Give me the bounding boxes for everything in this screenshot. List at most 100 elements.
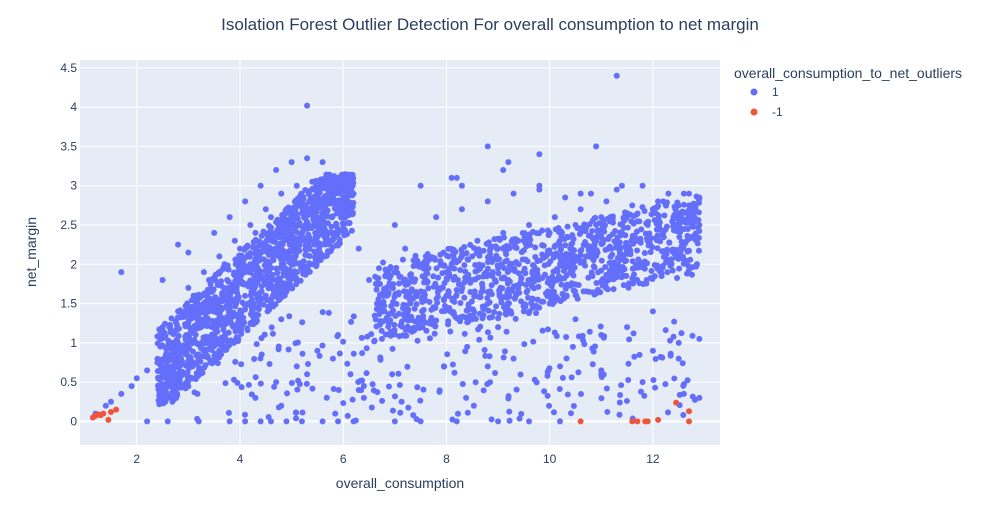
- point-inlier: [511, 244, 518, 251]
- point-inlier: [316, 352, 323, 359]
- point-inlier: [585, 232, 592, 239]
- point-inlier: [479, 315, 486, 322]
- point-inlier: [665, 190, 672, 197]
- point-inlier: [191, 323, 198, 330]
- legend-item-1[interactable]: 1: [750, 85, 780, 99]
- point-inlier: [675, 248, 682, 255]
- point-inlier: [539, 227, 546, 234]
- point-inlier: [461, 294, 468, 301]
- point-inlier: [182, 344, 189, 351]
- point-inlier: [379, 397, 386, 404]
- legend-item-neg1[interactable]: -1: [750, 105, 783, 119]
- point-inlier: [159, 277, 166, 283]
- point-inlier: [557, 246, 564, 253]
- point-inlier: [298, 198, 305, 205]
- point-inlier: [695, 234, 702, 241]
- point-inlier: [458, 288, 465, 295]
- point-inlier: [486, 353, 493, 360]
- point-inlier: [164, 383, 171, 390]
- point-inlier: [332, 222, 339, 229]
- point-inlier: [693, 263, 700, 270]
- point-inlier: [588, 249, 595, 256]
- point-inlier: [512, 236, 519, 243]
- point-inlier: [683, 219, 690, 226]
- point-inlier: [653, 226, 660, 233]
- point-inlier: [562, 194, 569, 201]
- point-inlier: [194, 390, 201, 397]
- point-inlier: [563, 272, 570, 279]
- point-inlier: [350, 313, 357, 320]
- point-inlier: [500, 244, 507, 251]
- point-inlier: [396, 333, 403, 340]
- point-inlier: [229, 321, 236, 328]
- point-inlier: [567, 245, 574, 252]
- point-inlier: [182, 323, 189, 330]
- point-inlier: [190, 292, 197, 299]
- point-inlier: [332, 410, 339, 417]
- point-inlier: [335, 418, 342, 425]
- point-inlier: [381, 308, 388, 315]
- point-inlier: [304, 235, 311, 242]
- point-inlier: [247, 320, 254, 327]
- point-inlier: [550, 268, 557, 275]
- point-inlier: [280, 272, 287, 279]
- point-inlier: [302, 187, 309, 194]
- point-inlier: [325, 249, 332, 256]
- point-inlier: [383, 314, 390, 321]
- point-inlier: [256, 289, 263, 296]
- point-inlier: [294, 386, 301, 393]
- point-inlier: [349, 396, 356, 403]
- point-inlier: [557, 261, 563, 268]
- point-inlier: [244, 253, 251, 260]
- point-inlier: [344, 412, 351, 419]
- point-inlier: [211, 229, 218, 236]
- point-inlier: [144, 418, 151, 425]
- point-inlier: [597, 289, 604, 296]
- point-inlier: [177, 314, 184, 321]
- point-inlier: [395, 370, 402, 377]
- point-inlier: [404, 363, 411, 370]
- point-inlier: [685, 267, 692, 274]
- point-inlier: [409, 317, 416, 324]
- point-inlier: [671, 318, 678, 325]
- point-inlier: [320, 176, 327, 183]
- point-inlier: [189, 363, 196, 370]
- point-inlier: [696, 194, 703, 201]
- point-inlier: [608, 245, 615, 252]
- point-inlier: [586, 288, 593, 295]
- point-inlier: [472, 379, 479, 386]
- point-inlier: [195, 418, 202, 425]
- point-inlier: [679, 360, 686, 367]
- point-inlier: [303, 251, 310, 258]
- point-inlier: [461, 330, 468, 337]
- point-inlier: [202, 347, 209, 354]
- point-inlier: [510, 190, 517, 197]
- point-inlier: [233, 286, 240, 293]
- point-inlier: [269, 257, 276, 264]
- point-inlier: [433, 317, 440, 324]
- point-inlier: [440, 363, 447, 370]
- point-inlier: [630, 219, 637, 226]
- point-inlier: [625, 377, 632, 384]
- point-inlier: [664, 269, 671, 276]
- point-inlier: [546, 300, 553, 307]
- point-inlier: [476, 252, 483, 259]
- point-inlier: [335, 174, 342, 181]
- point-inlier: [520, 268, 527, 275]
- point-inlier: [378, 327, 385, 334]
- point-inlier: [468, 298, 475, 305]
- point-inlier: [343, 231, 350, 238]
- point-inlier: [580, 288, 587, 295]
- point-inlier: [363, 370, 370, 377]
- point-inlier: [324, 186, 331, 193]
- point-inlier: [598, 332, 605, 338]
- y-axis-title: net_margin: [23, 217, 39, 287]
- point-inlier: [214, 360, 221, 367]
- point-inlier: [258, 241, 265, 248]
- point-inlier: [312, 229, 319, 236]
- point-inlier: [503, 294, 510, 301]
- point-inlier: [638, 226, 645, 233]
- point-inlier: [556, 385, 563, 392]
- point-inlier: [275, 253, 282, 260]
- point-inlier: [167, 376, 174, 383]
